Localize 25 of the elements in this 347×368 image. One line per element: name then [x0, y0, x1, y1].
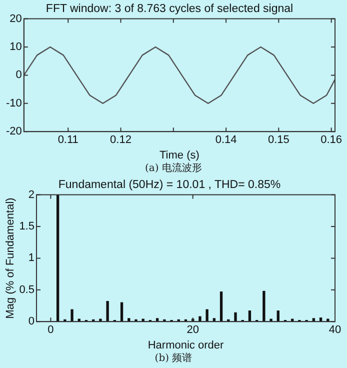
y-tick-label: 1.5 — [19, 220, 34, 233]
x-tick-label: 20 — [186, 324, 199, 336]
y-tick-label: 1 — [28, 252, 34, 264]
y-tick-label: 0 — [16, 69, 22, 82]
y-tick-label: 0.5 — [19, 284, 34, 296]
chart-title: FFT window: 3 of 8.763 cycles of selected signal — [46, 3, 294, 16]
x-axis-title: Time (s) — [159, 149, 200, 162]
y-tick-label: -10 — [6, 97, 22, 110]
y-tick-label: 0 — [28, 316, 34, 328]
text: (b) 频谱 — [154, 352, 194, 366]
x-tick-label: 0.15 — [268, 134, 290, 146]
y-axis-title: Mag (% of Fundamental) — [4, 198, 17, 319]
y-tick-label: 20 — [10, 12, 22, 25]
x-tick-label: 0.14 — [215, 134, 237, 146]
x-tick-label: 40 — [328, 324, 342, 336]
y-tick-label: 2 — [28, 188, 34, 201]
y-tick-label: 10 — [10, 41, 22, 54]
x-tick-label: 0.12 — [110, 134, 132, 146]
y-tick-label: -20 — [6, 126, 22, 138]
x-axis-title: Harmonic order — [148, 339, 224, 352]
chart-title: Fundamental (50Hz) = 10.01 , THD= 0.85% — [58, 179, 281, 192]
x-tick-label: 0.16 — [320, 134, 342, 146]
text: (a) 电流波形 — [144, 162, 203, 176]
x-tick-label: 0.11 — [58, 134, 78, 146]
x-tick-label: 0 — [48, 324, 54, 336]
